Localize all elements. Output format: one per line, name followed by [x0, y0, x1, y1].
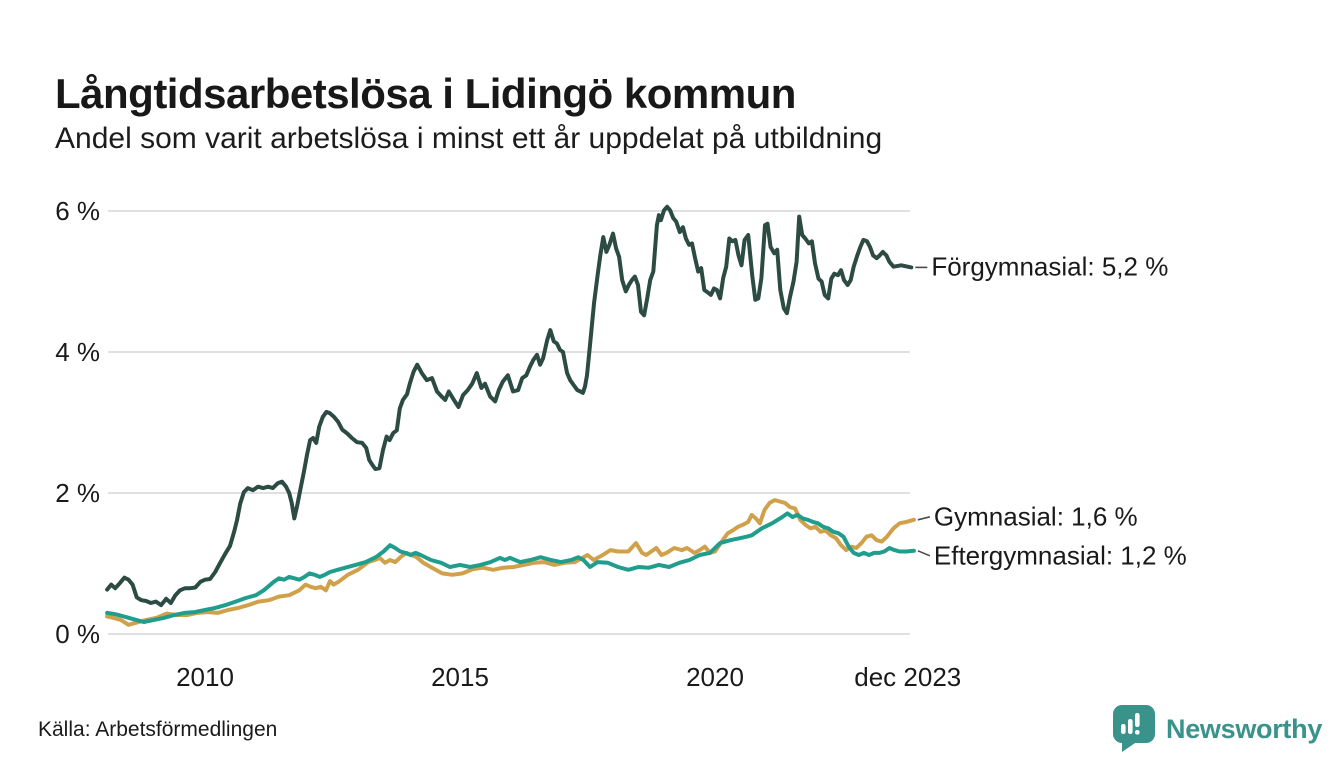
page-title: Långtidsarbetslösa i Lidingö kommun: [55, 70, 796, 118]
branding-name: Newsworthy: [1166, 713, 1323, 744]
series-line-förgymnasial: [105, 204, 914, 608]
label-connector: [917, 550, 931, 557]
series-line-gymnasial: [105, 498, 916, 627]
source-note: Källa: Arbetsförmedlingen: [38, 718, 278, 741]
newsworthy-logo-icon: [1113, 705, 1155, 752]
series-line-eftergymnasial: [105, 511, 916, 624]
branding: Newsworthy: [1112, 704, 1322, 754]
label-connector: [917, 516, 931, 521]
chart-subtitle: Andel som varit arbetslösa i minst ett å…: [55, 122, 883, 155]
